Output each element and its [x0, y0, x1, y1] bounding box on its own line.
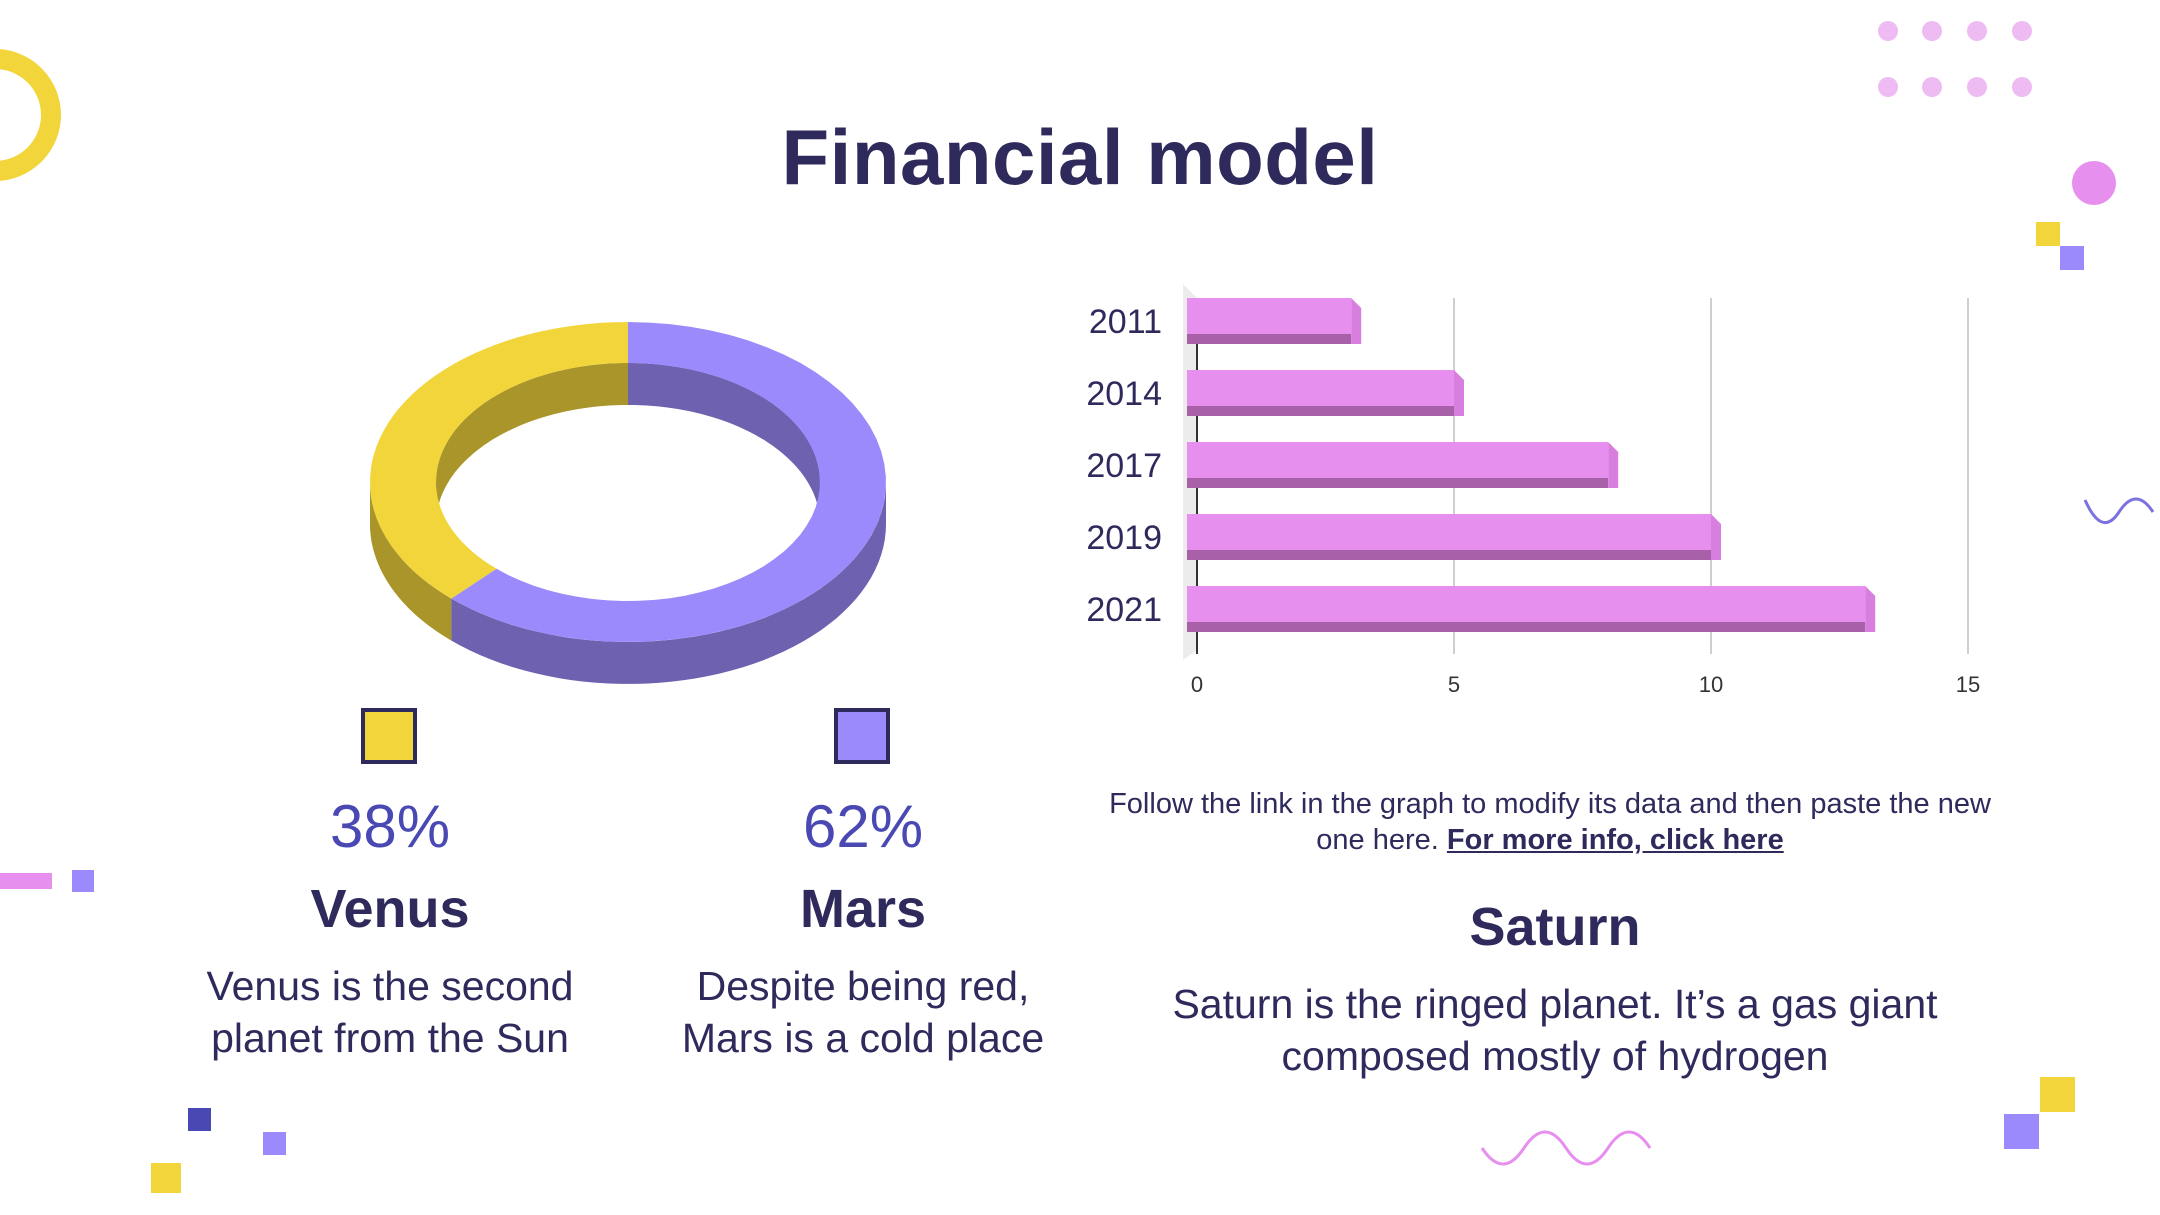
donut-chart: [370, 322, 886, 684]
bar-2019: [1187, 514, 1721, 560]
venus-desc-line-2: planet from the Sun: [211, 1015, 569, 1061]
bar-2021: [1187, 586, 1876, 632]
donut-outer-wall-venus: [370, 482, 452, 641]
y-tick-label-2017: 2017: [1086, 447, 1162, 485]
donut-outer-wall-mars: [451, 482, 886, 684]
yellow-ring-decoration: [0, 49, 61, 181]
mars-swatch: [834, 708, 890, 764]
y-tick-label-2021: 2021: [1086, 591, 1162, 629]
saturn-desc-line-1: Saturn is the ringed planet. It’s a gas …: [1172, 981, 1938, 1027]
purple-square-decoration-br: [2004, 1114, 2039, 1149]
more-info-link[interactable]: For more info, click here: [1446, 824, 1784, 856]
purple-square-decoration-bottom: [263, 1132, 286, 1155]
note-text: Follow the link in the graph to modify i…: [1109, 788, 1991, 856]
yellow-square-decoration: [2036, 222, 2060, 246]
pink-circle-decoration: [2072, 161, 2116, 205]
bar-chart: 0 5 10 15 2011 2014 2017 2019 2021: [1086, 284, 1980, 697]
bar-2017: [1187, 442, 1619, 488]
donut-inner-wall-venus-1: [436, 363, 628, 524]
venus-percent: 38%: [329, 793, 451, 860]
y-tick-label-2011: 2011: [1089, 303, 1162, 341]
saturn-description: Saturn is the ringed planet. It’s a gas …: [1105, 978, 2005, 1082]
y-tick-label-2014: 2014: [1086, 375, 1162, 413]
bar-2011: [1187, 298, 1362, 344]
y-tick-label-2019: 2019: [1086, 519, 1162, 557]
venus-desc-line-1: Venus is the second: [206, 963, 574, 1009]
x-tick-label-15: 15: [1956, 672, 1980, 697]
bar-2014: [1187, 370, 1464, 416]
yellow-square-decoration-br: [2040, 1077, 2075, 1112]
x-tick-label-10: 10: [1699, 672, 1723, 697]
saturn-desc-line-2: composed mostly of hydrogen: [1281, 1033, 1829, 1079]
venus-description: Venus is the second planet from the Sun: [160, 960, 620, 1064]
blue-square-decoration: [188, 1108, 211, 1131]
mars-percent: 62%: [802, 793, 924, 860]
mars-label: Mars: [799, 879, 927, 939]
chart-note: Follow the link in the graph to modify i…: [1100, 786, 2000, 858]
x-tick-label-0: 0: [1191, 672, 1203, 697]
saturn-title: Saturn: [1469, 897, 1641, 957]
dot-grid-decoration: [1878, 21, 2032, 97]
purple-square-decoration-left: [72, 870, 94, 892]
mars-desc-line-2: Mars is a cold place: [681, 1015, 1045, 1061]
x-tick-label-5: 5: [1448, 672, 1460, 697]
yellow-square-decoration-bottom: [151, 1163, 181, 1193]
mars-desc-line-1: Despite being red,: [696, 963, 1030, 1009]
wave-decoration-right: [2083, 497, 2155, 524]
page-title: Financial model: [781, 113, 1379, 201]
pink-bar-decoration: [0, 873, 52, 889]
venus-swatch: [361, 708, 417, 764]
donut-slice-mars: [451, 322, 886, 642]
wave-decoration-bottom: [1480, 1130, 1652, 1166]
purple-square-decoration: [2060, 246, 2084, 270]
mars-description: Despite being red, Mars is a cold place: [633, 960, 1093, 1064]
venus-label: Venus: [310, 879, 470, 939]
donut-slice-venus: [370, 322, 628, 599]
